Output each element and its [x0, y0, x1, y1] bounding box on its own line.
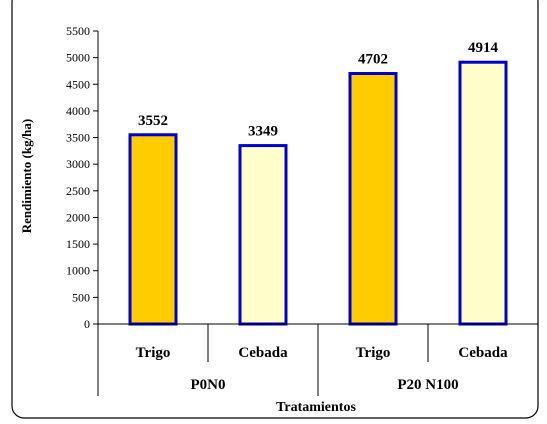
y-axis: 0 500 1000 1500 2000 2500 3000 3500 4000 4500 5000…: [66, 24, 99, 331]
category-label: Trigo: [136, 345, 171, 361]
y-tick-label: 1000: [66, 264, 90, 278]
y-tick-label: 2500: [66, 184, 90, 198]
category-label: Cebada: [458, 345, 508, 361]
y-tick-label: 1500: [66, 237, 90, 251]
group-label: P20 N100: [397, 377, 458, 393]
y-tick-label: 3000: [66, 157, 90, 171]
data-label: 4702: [358, 52, 388, 68]
x-axis-label: Tratamientos: [276, 400, 356, 415]
group-label: P0N0: [191, 377, 226, 393]
category-label: Cebada: [238, 345, 288, 361]
y-tick-label: 5500: [66, 24, 90, 38]
bar-p0n0-trigo: [128, 133, 178, 326]
y-tick-label: 0: [84, 317, 90, 331]
y-axis-label: Rendimiento (kg/ha): [19, 119, 34, 233]
y-tick-label: 2000: [66, 210, 90, 224]
y-tick-label: 500: [72, 290, 90, 304]
bar-p20n100-cebada: [458, 60, 508, 326]
y-tick-label: 4500: [66, 77, 90, 91]
data-label: 4914: [468, 40, 499, 56]
y-tick-label: 4000: [66, 104, 90, 118]
data-label: 3552: [138, 113, 168, 129]
bar-p20n100-trigo: [348, 72, 398, 326]
y-tick-label: 5000: [66, 51, 90, 65]
category-label: Trigo: [356, 345, 391, 361]
data-label: 3349: [248, 124, 278, 140]
bar-p0n0-cebada: [238, 144, 288, 326]
y-tick-label: 3500: [66, 131, 90, 145]
